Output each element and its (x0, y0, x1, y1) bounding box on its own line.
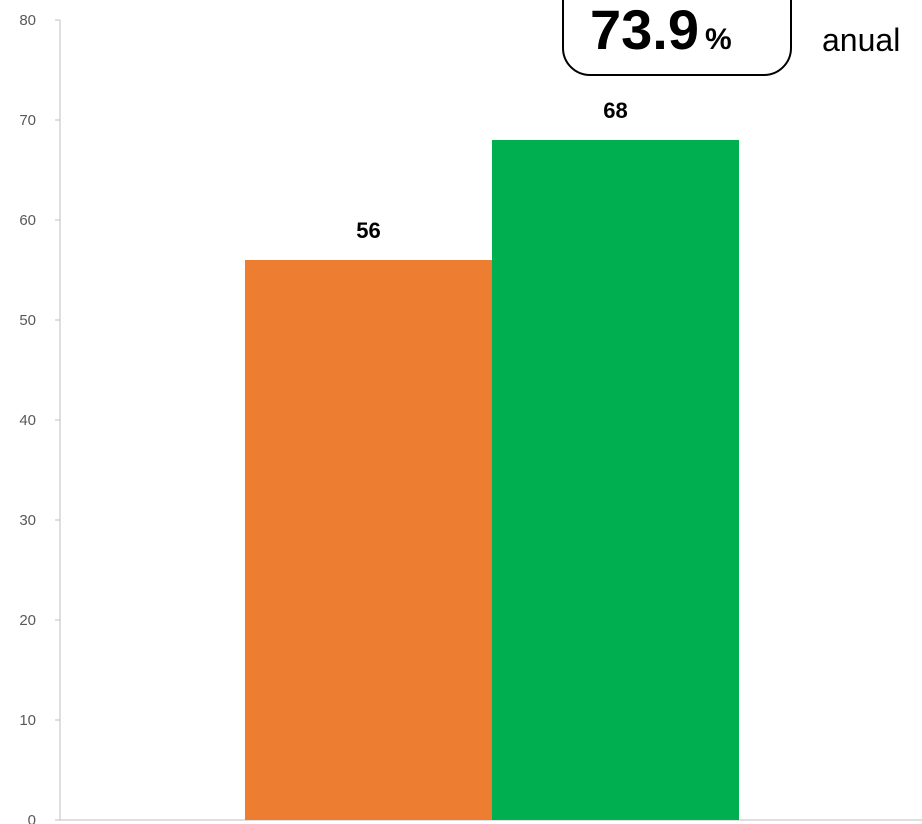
data-labels: 56 68 (356, 98, 627, 243)
y-tick-label: 60 (19, 212, 36, 229)
y-tick-label: 0 (28, 812, 36, 824)
y-tick-label: 50 (19, 312, 36, 329)
data-label-2: 68 (603, 98, 627, 123)
growth-callout-box: 73.9% (562, 0, 792, 76)
y-tick-label: 80 (19, 12, 36, 29)
y-tick-label: 70 (19, 112, 36, 129)
y-tick-label: 30 (19, 512, 36, 529)
y-axis: 0 10 20 30 40 50 60 70 80 (19, 12, 922, 824)
y-tick-label: 10 (19, 712, 36, 729)
data-label-1: 56 (356, 218, 380, 243)
growth-annotation: anual (822, 22, 901, 58)
growth-value: 73.9 (590, 0, 699, 61)
bars (245, 140, 739, 820)
y-tick-label: 40 (19, 412, 36, 429)
growth-unit: % (705, 23, 732, 56)
bar-1 (245, 260, 492, 820)
y-tick-label: 20 (19, 612, 36, 629)
growth-callout-value: 73.9% (590, 2, 732, 68)
bar-2 (492, 140, 739, 820)
